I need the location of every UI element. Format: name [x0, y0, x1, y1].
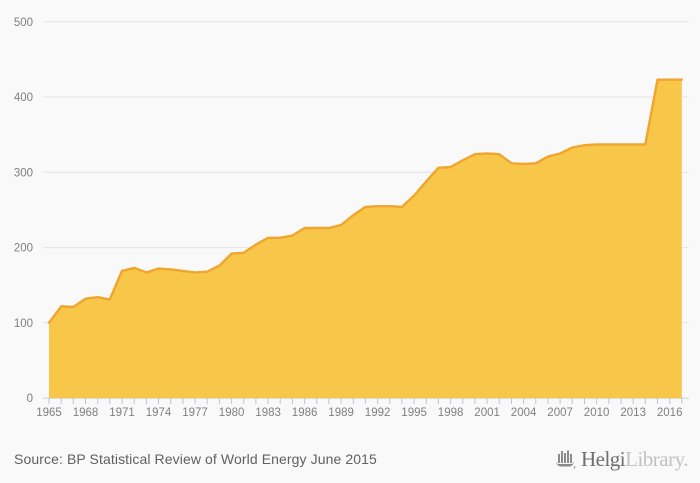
y-axis-label: 300 — [14, 167, 33, 179]
y-axis-label: 100 — [14, 318, 33, 330]
energy-area-chart: 0 100 200 300 400 500 1965 1968 1971 1974 1977 1980… — [14, 17, 689, 419]
logo-text-helgi: Helgi — [580, 446, 626, 471]
logo-wordmark: HelgiLibrary. — [580, 446, 689, 472]
y-axis-label: 500 — [14, 17, 33, 29]
x-axis-label: 2016 — [657, 407, 683, 419]
source-note: Source: BP Statistical Review of World E… — [14, 451, 377, 467]
chart-footer: Source: BP Statistical Review of World E… — [14, 442, 688, 476]
x-axis-label: 1980 — [219, 407, 245, 419]
x-axis-label: 1992 — [365, 407, 391, 419]
x-axis-label: 2001 — [474, 407, 500, 419]
x-axis-label: 1995 — [401, 407, 427, 419]
x-axis-label: 1977 — [182, 407, 208, 419]
x-axis-label: 1998 — [438, 407, 464, 419]
helgi-logo-icon — [555, 450, 576, 470]
logo-text-library: Library. — [625, 446, 688, 471]
helgi-library-logo[interactable]: HelgiLibrary. — [553, 447, 688, 472]
x-axis-label: 2004 — [511, 407, 537, 419]
x-axis-label: 1968 — [73, 407, 99, 419]
area-fill — [49, 79, 682, 399]
y-axis-label: 200 — [14, 243, 33, 255]
x-axis-label: 1974 — [146, 407, 172, 419]
x-axis-label: 2007 — [547, 407, 573, 419]
y-axis-label: 0 — [27, 393, 33, 405]
x-axis-label: 1965 — [36, 407, 62, 419]
x-axis-label: 1989 — [328, 407, 354, 419]
x-axis-label: 2010 — [584, 407, 610, 419]
area-outline — [47, 78, 683, 324]
y-axis-label: 400 — [14, 92, 33, 104]
x-axis-label: 2013 — [620, 407, 646, 419]
x-axis-label: 1986 — [292, 407, 318, 419]
x-axis-label: 1983 — [255, 407, 281, 419]
x-axis-label: 1971 — [109, 407, 135, 419]
